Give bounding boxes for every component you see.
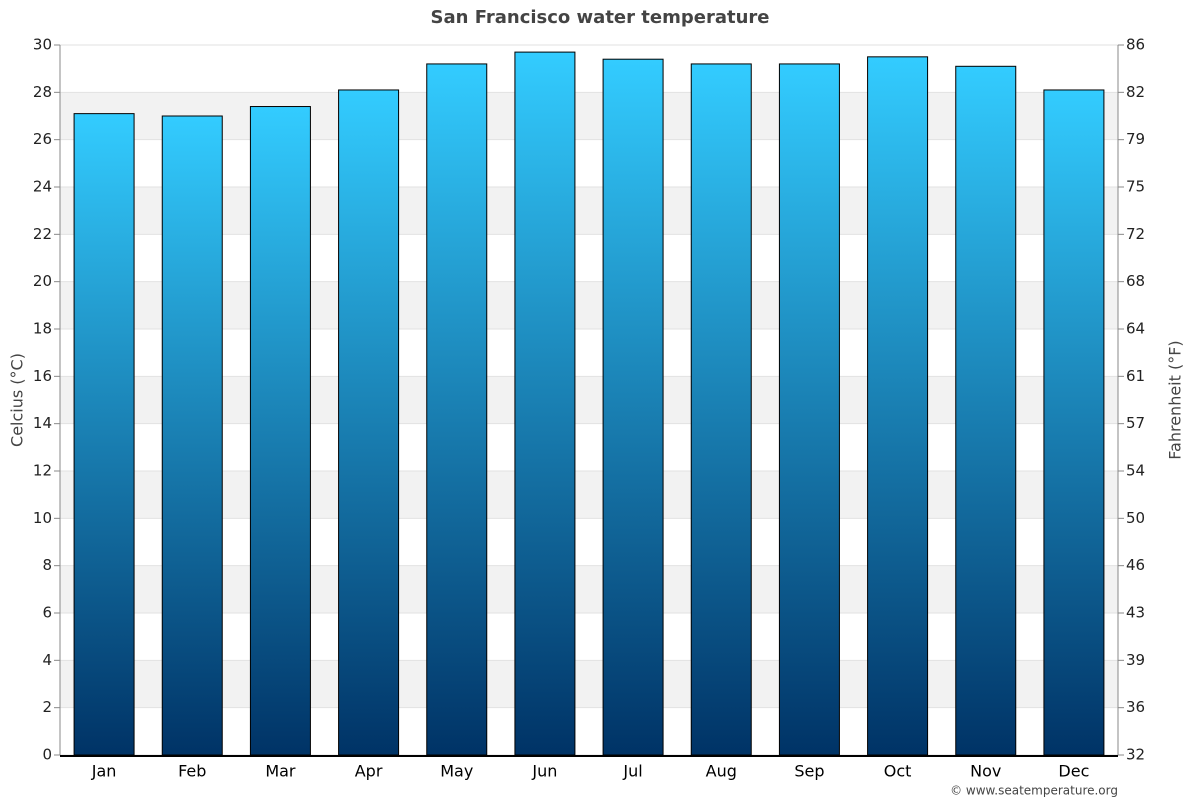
y2-tick-label: 68: [1126, 272, 1145, 290]
bar: [867, 56, 929, 756]
bar: [73, 113, 135, 756]
y-tick-label: 22: [33, 225, 52, 243]
grid-band: [60, 565, 1118, 613]
x-tick-label: Nov: [970, 762, 1001, 781]
x-tick-label: Jan: [91, 762, 117, 781]
bar: [426, 63, 488, 756]
y-tick-label: 16: [33, 367, 52, 385]
y2-tick-label: 36: [1126, 698, 1145, 716]
bar: [161, 115, 223, 756]
y2-tick-label: 54: [1126, 462, 1145, 480]
y2-tick-label: 50: [1126, 509, 1145, 527]
y2-tick-label: 57: [1126, 414, 1145, 432]
x-tick-label: Dec: [1058, 762, 1089, 781]
y2-tick-label: 46: [1126, 556, 1145, 574]
y2-tick-label: 61: [1126, 367, 1145, 385]
grid-band: [60, 660, 1118, 708]
grid-band: [60, 92, 1118, 140]
bar: [955, 65, 1017, 756]
y-tick-label: 26: [33, 130, 52, 148]
y-tick-label: 20: [33, 272, 52, 290]
x-tick-label: Jun: [531, 762, 557, 781]
y-tick-label: 14: [33, 414, 52, 432]
y-tick-label: 30: [33, 36, 52, 54]
y-tick-label: 4: [42, 651, 52, 669]
y-tick-label: 12: [33, 462, 52, 480]
y-tick-label: 6: [42, 604, 52, 622]
y2-tick-label: 43: [1126, 604, 1145, 622]
bar: [249, 106, 311, 756]
grid-band: [60, 376, 1118, 424]
y-tick-label: 18: [33, 320, 52, 338]
y2-tick-label: 39: [1126, 651, 1145, 669]
bar: [778, 63, 840, 756]
y-tick-label: 0: [42, 746, 52, 764]
y2-tick-label: 72: [1126, 225, 1145, 243]
grid-band: [60, 187, 1118, 235]
grid-band: [60, 281, 1118, 329]
bar: [602, 58, 664, 756]
y2-tick-label: 64: [1126, 320, 1145, 338]
y2-tick-label: 32: [1126, 746, 1145, 764]
grid-bands: [60, 92, 1118, 708]
y2-tick-label: 79: [1126, 130, 1145, 148]
x-tick-label: Aug: [706, 762, 737, 781]
y2-tick-label: 75: [1126, 178, 1145, 196]
y-tick-label: 24: [33, 178, 52, 196]
bar: [690, 63, 752, 756]
y2-tick-label: 82: [1126, 83, 1145, 101]
x-tick-label: Mar: [265, 762, 296, 781]
chart-title: San Francisco water temperature: [431, 7, 770, 28]
bar: [338, 89, 400, 756]
source: © www.seatemperature.org: [950, 784, 1118, 798]
x-tick-label: Sep: [794, 762, 824, 781]
x-tick-label: Jul: [622, 762, 642, 781]
grid-band: [60, 471, 1118, 519]
x-tick-label: Apr: [355, 762, 383, 781]
y-tick-label: 8: [42, 556, 52, 574]
y-tick-label: 28: [33, 83, 52, 101]
y2-tick-label: 86: [1126, 36, 1145, 54]
bar: [1043, 89, 1105, 756]
y-axis-label: Celcius (°C): [8, 353, 27, 447]
x-tick-label: May: [440, 762, 473, 781]
y-tick-label: 2: [42, 698, 52, 716]
x-tick-label: Feb: [178, 762, 206, 781]
y-tick-label: 10: [33, 509, 52, 527]
y2-axis-label: Fahrenheit (°F): [1166, 340, 1185, 459]
x-tick-label: Oct: [884, 762, 912, 781]
bar: [514, 51, 576, 756]
